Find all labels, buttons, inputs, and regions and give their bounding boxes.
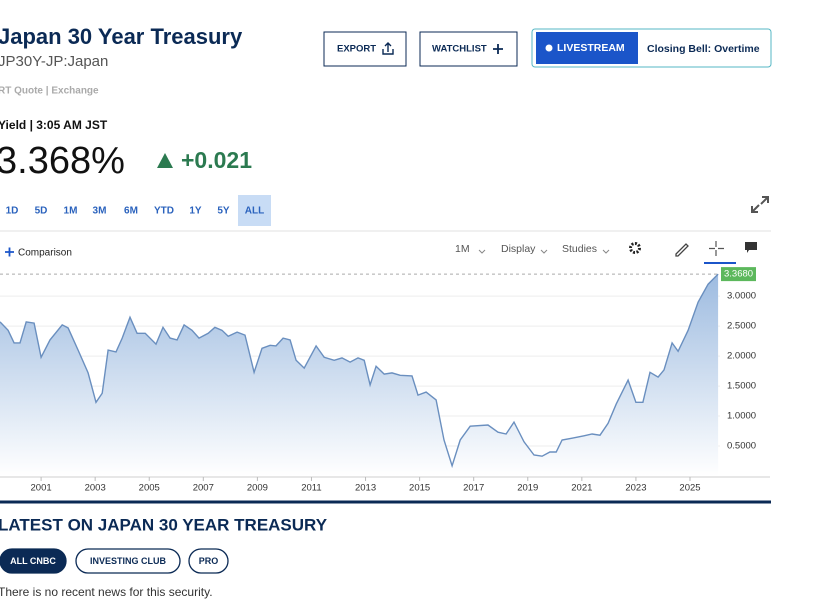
range-tab[interactable]: 1M <box>64 206 78 217</box>
x-tick-label: 2015 <box>409 483 430 494</box>
range-label: 1D <box>6 206 19 217</box>
range-tabs: 1D 5D 1M 3M 6M YTD 1Y 5Y ALL <box>6 195 271 226</box>
change: +0.021 <box>181 147 252 173</box>
news-tab[interactable]: INVESTING CLUB <box>75 548 181 574</box>
news-tabs: ALL CNBC INVESTING CLUB PRO <box>0 548 229 574</box>
x-tick-label: 2003 <box>85 483 106 494</box>
title: Japan 30 Year Treasury <box>0 24 243 49</box>
tab-label: INVESTING CLUB <box>90 556 167 566</box>
symbol: JP30Y-JP:Japan <box>0 53 108 70</box>
caret <box>540 249 548 254</box>
caret <box>478 249 486 254</box>
range-tab[interactable]: YTD <box>154 206 174 217</box>
y-tick-label: 3.0000 <box>727 291 756 302</box>
crosshair-icon[interactable] <box>709 241 724 256</box>
range-tab[interactable]: ALL <box>238 195 271 226</box>
news-title: LATEST ON JAPAN 30 YEAR TREASURY <box>0 515 328 534</box>
x-tick-label: 2017 <box>463 483 484 494</box>
news-tab[interactable]: PRO <box>188 548 229 574</box>
range-tab[interactable]: 1D <box>6 206 19 217</box>
range-label: 1M <box>64 206 78 217</box>
quote-label: Yield | 3:05 AM JST <box>0 118 108 132</box>
settings-icon[interactable] <box>629 242 641 254</box>
up-arrow <box>157 153 173 168</box>
x-tick-label: 2011 <box>301 483 321 494</box>
y-tick-label: 1.0000 <box>727 411 756 422</box>
watchlist-button[interactable]: WATCHLIST <box>419 31 518 67</box>
range-label: YTD <box>154 206 174 217</box>
expand-icon[interactable] <box>751 196 769 213</box>
area <box>0 274 719 476</box>
last-value-badge <box>721 267 756 282</box>
x-tick-label: 2023 <box>625 483 646 494</box>
livestream-box[interactable]: LIVESTREAM Closing Bell: Overtime <box>531 28 772 68</box>
x-tick-label: 2005 <box>139 483 160 494</box>
annotation-icon[interactable] <box>745 242 757 253</box>
x-tick-label: 2025 <box>679 483 700 494</box>
range-tab[interactable]: 5D <box>35 206 48 217</box>
x-tick-label: 2021 <box>571 483 592 494</box>
live-badge <box>536 32 638 64</box>
y-tick-label: 2.0000 <box>727 351 756 362</box>
news-message: There is no recent news for this securit… <box>0 585 213 599</box>
range-label: 6M <box>124 206 138 217</box>
range-tab[interactable]: 3M <box>93 206 107 217</box>
range-tab[interactable]: 1Y <box>189 206 202 217</box>
draw-icon[interactable] <box>675 243 689 257</box>
x-tick-label: 2009 <box>247 483 268 494</box>
live-dot <box>545 44 553 52</box>
tab-pill <box>188 548 229 574</box>
x-tick-label: 2019 <box>517 483 538 494</box>
y-tick-label: 2.5000 <box>727 321 756 332</box>
range-label: 5D <box>35 206 48 217</box>
live-label: LIVESTREAM <box>557 42 625 54</box>
range-tab[interactable]: 5Y <box>217 206 230 217</box>
quote-source: RT Quote | Exchange <box>0 86 99 97</box>
y-tick-label: 0.5000 <box>727 441 756 452</box>
button-label: WATCHLIST <box>432 44 487 55</box>
interval-menu[interactable]: 1M <box>455 243 470 255</box>
range-tab[interactable]: 6M <box>124 206 138 217</box>
button-label: EXPORT <box>337 44 376 55</box>
range-label: ALL <box>245 206 264 217</box>
x-tick-label: 2013 <box>355 483 376 494</box>
tab-pill <box>75 548 181 574</box>
x-tick-label: 2001 <box>31 483 52 494</box>
last-value-label: 3.3680 <box>724 269 753 280</box>
range-label: 5Y <box>217 206 230 217</box>
plus-icon <box>493 44 503 54</box>
active-tab-bg <box>238 195 271 226</box>
y-tick-label: 1.5000 <box>727 381 756 392</box>
line <box>0 273 719 469</box>
caret <box>602 249 610 254</box>
news-tab[interactable]: ALL CNBC <box>0 548 67 574</box>
range-label: 3M <box>93 206 107 217</box>
range-label: 1Y <box>189 206 202 217</box>
studies-menu[interactable]: Studies <box>562 243 597 255</box>
tab-pill <box>0 548 67 574</box>
comparison-label: Comparison <box>18 248 72 259</box>
tab-label: ALL CNBC <box>10 556 56 566</box>
show-name: Closing Bell: Overtime <box>647 43 760 55</box>
export-icon <box>382 42 394 55</box>
plus-icon <box>5 247 14 257</box>
x-tick-label: 2007 <box>193 483 214 494</box>
display-menu[interactable]: Display <box>501 243 536 255</box>
chart: 0.5000 1.0000 1.5000 2.0000 2.5000 3.0000 2001… <box>0 267 770 494</box>
comparison-button[interactable]: Comparison <box>5 247 72 259</box>
export-button[interactable]: EXPORT <box>323 31 407 67</box>
price: 3.368% <box>0 140 125 182</box>
tab-label: PRO <box>199 556 219 566</box>
